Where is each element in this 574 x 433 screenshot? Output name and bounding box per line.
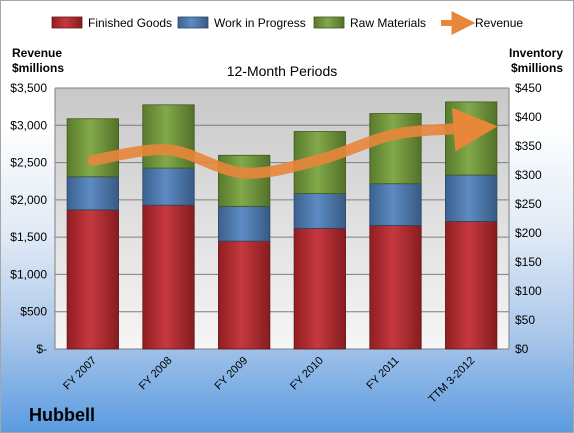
right-tick-label: $350 (515, 139, 542, 153)
right-tick-label: $450 (515, 81, 542, 95)
right-axis-title-line: Inventory (509, 46, 563, 60)
bar-work-in-progress (218, 205, 271, 242)
left-tick-label: $1,000 (10, 267, 47, 281)
chart-title: 12-Month Periods (227, 63, 338, 79)
bar-work-in-progress (445, 174, 498, 222)
bar-work-in-progress (66, 176, 119, 211)
bar-finished-goods (142, 204, 195, 350)
legend-swatch (313, 16, 345, 29)
left-axis-title: Revenue $millions (12, 46, 64, 75)
legend-label: Work in Progress (214, 16, 306, 30)
bar-finished-goods (293, 227, 346, 350)
right-tick-label: $300 (515, 168, 542, 182)
left-tick-label: $- (36, 342, 47, 356)
left-axis-title-line: $millions (12, 61, 64, 75)
x-tick-label: FY 2010 (288, 355, 326, 393)
right-tick-label: $150 (515, 255, 542, 269)
right-tick-label: $250 (515, 197, 542, 211)
x-tick-label: FY 2009 (213, 355, 251, 393)
bar-raw-materials (445, 101, 498, 176)
left-tick-label: $1,500 (10, 230, 47, 244)
right-axis-title: Inventory $millions (509, 46, 563, 75)
revenue-line (87, 107, 498, 179)
left-tick-label: $2,000 (10, 193, 47, 207)
right-tick-label: $100 (515, 284, 542, 298)
x-tick-label: FY 2011 (364, 355, 401, 392)
bar-finished-goods (445, 220, 498, 350)
bar-raw-materials (66, 118, 119, 178)
left-axis-title-line: Revenue (12, 46, 62, 60)
legend-label: Revenue (475, 16, 523, 30)
left-tick-label: $3,500 (10, 81, 47, 95)
bar-work-in-progress (369, 183, 422, 226)
x-tick-label: FY 2007 (61, 355, 99, 393)
right-tick-label: $50 (515, 313, 535, 327)
right-tick-label: $200 (515, 226, 542, 240)
left-tick-label: $3,000 (10, 118, 47, 132)
bar-raw-materials (218, 154, 271, 207)
legend-swatch (177, 16, 209, 29)
left-tick-label: $2,500 (10, 156, 47, 170)
bar-finished-goods (369, 225, 422, 350)
bar-finished-goods (66, 209, 119, 350)
right-axis-title-line: $millions (511, 61, 563, 75)
right-tick-label: $400 (515, 110, 542, 124)
company-name: Hubbell (29, 405, 95, 425)
x-tick-label: TTM 3-2012 (426, 355, 477, 406)
right-tick-label: $0 (515, 342, 529, 356)
legend-label: Raw Materials (350, 16, 426, 30)
legend-swatch (51, 16, 83, 29)
bar-raw-materials (369, 113, 422, 185)
left-tick-label: $500 (20, 305, 47, 319)
bar-work-in-progress (142, 167, 195, 206)
x-tick-label: FY 2008 (137, 355, 175, 393)
legend-label: Finished Goods (88, 16, 172, 30)
bar-finished-goods (218, 240, 271, 350)
bar-work-in-progress (293, 193, 346, 229)
